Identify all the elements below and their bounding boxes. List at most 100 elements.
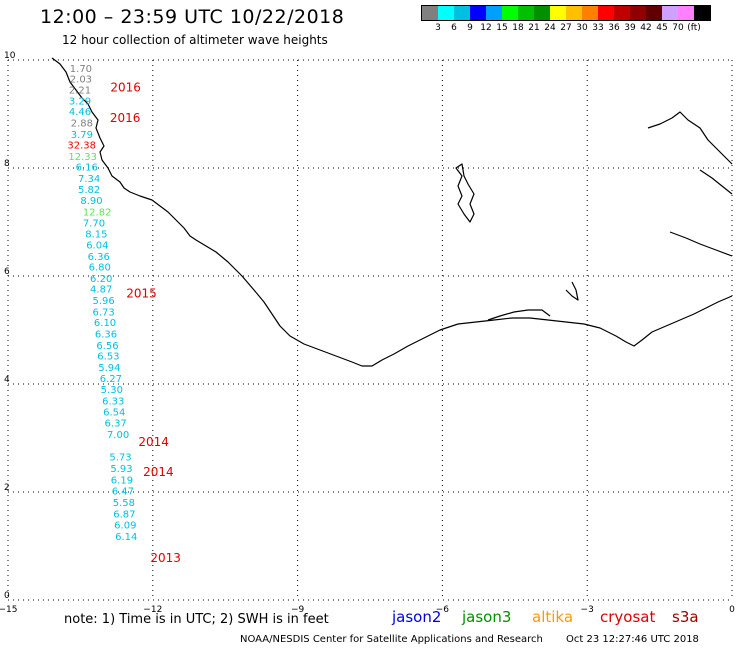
- x-tick-label: −9: [291, 605, 305, 615]
- pass-time-label: 2016: [110, 80, 141, 94]
- wave-height-label: 12.82: [83, 208, 112, 219]
- axis-tick-labels: −15 −12 −9 −6 −3 0 0 2 4 6 8 10: [0, 51, 735, 615]
- color-scale-label: 21: [528, 23, 540, 33]
- wave-height-label: 7.00: [107, 430, 129, 441]
- wave-height-label: 5.82: [78, 185, 100, 196]
- coastline-segment: [647, 111, 733, 195]
- color-scale-label: 12: [480, 23, 492, 33]
- y-tick-label: 8: [4, 159, 10, 169]
- wave-height-label: 5.96: [92, 296, 114, 307]
- color-scale-label: 3: [435, 23, 441, 33]
- wave-height-label: 6.09: [114, 521, 136, 532]
- x-tick-label: −6: [436, 605, 450, 615]
- color-scale-label: 15: [496, 23, 508, 33]
- color-swatch: [646, 6, 662, 20]
- color-scale-label: 70: [672, 23, 684, 33]
- y-tick-label: 2: [4, 483, 10, 493]
- color-swatch: [534, 6, 550, 20]
- color-scale-label: 42: [640, 23, 652, 33]
- wave-height-label: 6.20: [90, 274, 112, 285]
- coastline-segment: [487, 309, 551, 321]
- pass-time-label: 2014: [138, 435, 169, 449]
- color-scale-label: (ft): [687, 23, 701, 33]
- color-swatch: [678, 6, 694, 20]
- color-scale-label: 30: [576, 23, 588, 33]
- color-scale-label: 6: [451, 23, 457, 33]
- wave-height-label: 1.70: [70, 64, 92, 75]
- x-tick-label: −12: [143, 605, 162, 615]
- legend-cryosat: cryosat: [600, 608, 656, 626]
- coastline-segment: [51, 57, 733, 367]
- wave-height-label: 2.03: [70, 75, 92, 86]
- color-scale-label: 27: [560, 23, 572, 33]
- map-grid: [7, 59, 733, 601]
- legend-jason3: jason3: [462, 608, 512, 626]
- color-swatch: [694, 6, 710, 20]
- wave-height-label: 5.93: [110, 464, 132, 475]
- wave-height-label: 7.70: [83, 218, 105, 229]
- wave-height-label: 6.47: [112, 487, 134, 498]
- color-swatch: [502, 6, 518, 20]
- color-swatch: [598, 6, 614, 20]
- color-swatch: [454, 6, 470, 20]
- wave-height-label: 6.87: [113, 509, 135, 520]
- color-swatch: [422, 6, 438, 20]
- y-tick-label: 4: [4, 375, 10, 385]
- wave-height-label: 6.54: [103, 407, 125, 418]
- wave-height-label: 6.36: [88, 252, 110, 263]
- color-swatch: [470, 6, 486, 20]
- color-swatch: [486, 6, 502, 20]
- map-title: 12:00 – 23:59 UTC 10/22/2018: [40, 6, 345, 28]
- wave-height-label: 6.04: [86, 240, 108, 251]
- wave-height-label: 5.73: [109, 453, 131, 464]
- wave-height-label: 6.80: [89, 263, 111, 274]
- wave-height-label: 6.37: [105, 419, 127, 430]
- legend-s3a: s3a: [672, 608, 699, 626]
- coastline-segment: [669, 231, 733, 257]
- color-scale-label: 9: [467, 23, 473, 33]
- y-tick-label: 0: [4, 591, 10, 601]
- color-swatch: [438, 6, 454, 20]
- wave-height-color-scale: 3 6 9 12 15 18 21 24 27 30 33 36 39 42 45 70 (ft): [421, 5, 711, 35]
- color-swatch: [518, 6, 534, 20]
- wave-height-label: 6.14: [115, 532, 137, 543]
- color-scale-label: 45: [656, 23, 668, 33]
- color-scale-label: 36: [608, 23, 620, 33]
- color-scale-label: 39: [624, 23, 636, 33]
- wave-height-label: 32.38: [67, 141, 96, 152]
- coastline-segment: [455, 163, 475, 223]
- pass-time-label: 2013: [150, 551, 181, 565]
- footnote: note: 1) Time is in UTC; 2) SWH is in fe…: [64, 612, 329, 627]
- color-scale-swatches: [421, 5, 711, 21]
- color-swatch: [630, 6, 646, 20]
- generation-timestamp: Oct 23 12:27:46 UTC 2018: [566, 634, 699, 645]
- color-swatch: [582, 6, 598, 20]
- wave-height-label: 5.94: [98, 363, 120, 374]
- coastline: [51, 57, 733, 367]
- legend-jason2: jason2: [392, 608, 442, 626]
- wave-height-label: 5.58: [113, 498, 135, 509]
- wave-height-label: 2.88: [71, 118, 93, 129]
- pass-labels: 2016 2016 2015 2014 2014 2013: [110, 80, 181, 565]
- y-tick-label: 6: [4, 267, 10, 277]
- y-tick-label: 10: [4, 51, 16, 61]
- coastline-segment: [565, 281, 579, 301]
- color-swatch: [550, 6, 566, 20]
- color-swatch: [614, 6, 630, 20]
- x-tick-label: 0: [729, 605, 735, 615]
- wave-height-label: 6.56: [96, 341, 118, 352]
- wave-height-label: 6.36: [95, 330, 117, 341]
- wave-height-label: 12.33: [68, 152, 97, 163]
- wave-height-label: 3.79: [71, 130, 93, 141]
- wave-height-label: 8.90: [80, 196, 102, 207]
- pass-time-label: 2014: [143, 465, 174, 479]
- wave-height-label: 6.16: [76, 163, 98, 174]
- wave-height-label: 8.15: [85, 230, 107, 241]
- map-subtitle: 12 hour collection of altimeter wave hei…: [62, 33, 328, 47]
- color-swatch: [566, 6, 582, 20]
- credit-line: NOAA/NESDIS Center for Satellite Applica…: [240, 634, 543, 645]
- legend-altika: altika: [532, 608, 574, 626]
- color-scale-labels: 3 6 9 12 15 18 21 24 27 30 33 36 39 42 45 70 (ft): [421, 21, 711, 35]
- pass-time-label: 2016: [110, 111, 141, 125]
